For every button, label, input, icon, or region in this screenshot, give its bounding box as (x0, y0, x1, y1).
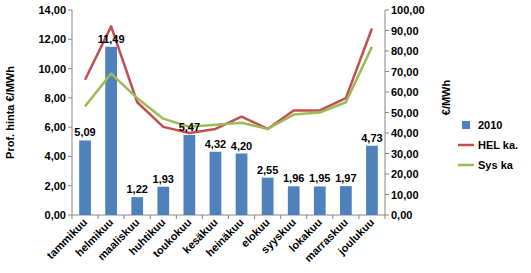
legend-swatch (458, 144, 474, 147)
bar (105, 47, 117, 215)
y-tick (68, 156, 72, 157)
y-tick (68, 127, 72, 128)
plot-marks (79, 26, 378, 215)
legend-label: 2010 (478, 119, 502, 131)
x-tick (98, 215, 99, 219)
y2-tick-label: 80,00 (391, 45, 419, 57)
data-label: 1,93 (153, 173, 174, 185)
chart: 0,00 2,00 4,00 6,00 8,00 10,00 12,00 14,00 0,00 1… (0, 0, 531, 273)
x-tick-label: heinäkuu (203, 216, 246, 259)
y-tick (68, 39, 72, 40)
y2-tick-label: 30,00 (391, 148, 419, 160)
data-label: 1,97 (335, 172, 356, 184)
y-axis (72, 10, 73, 215)
data-label: 1,95 (309, 172, 330, 184)
y2-tick-label: 60,00 (391, 86, 419, 98)
data-label: 4,32 (205, 138, 226, 150)
data-label: 4,20 (231, 140, 252, 152)
y2-tick-label: 50,00 (391, 107, 419, 119)
data-label: 5,09 (74, 126, 95, 138)
x-tick-label: joulukuu (335, 216, 377, 258)
y2-tick (385, 30, 389, 31)
x-tick (280, 215, 281, 219)
y-tick (68, 10, 72, 11)
y-tick (68, 68, 72, 69)
y-axis-title: Prof. hinta €/MWh (4, 66, 16, 159)
bar (366, 146, 378, 215)
y2-axis-title: €/MWh (440, 80, 452, 116)
y2-tick-label: 70,00 (391, 66, 419, 78)
data-label: 11,49 (98, 33, 125, 45)
x-tick (228, 215, 229, 219)
x-tick (150, 215, 151, 219)
y-tick (68, 215, 72, 216)
data-label: 2,55 (257, 164, 278, 176)
y2-tick (385, 71, 389, 72)
y2-tick-label: 40,00 (391, 127, 419, 139)
legend-label: Sys ka (478, 159, 514, 171)
y2-tick-label: 0,00 (391, 209, 412, 221)
x-tick (124, 215, 125, 219)
x-tick (385, 215, 386, 219)
x-tick (306, 215, 307, 219)
line (85, 47, 372, 129)
bar (184, 135, 196, 215)
data-label: 1,22 (126, 183, 147, 195)
y2-tick (385, 153, 389, 154)
y-tick (68, 97, 72, 98)
y-tick-label: 2,00 (45, 180, 66, 192)
bar (157, 187, 169, 215)
bar (288, 186, 300, 215)
y-tick-label: 4,00 (45, 150, 66, 162)
data-label: 4,73 (361, 132, 382, 144)
bar (262, 178, 274, 215)
x-tick (176, 215, 177, 219)
y2-tick-label: 100,00 (391, 4, 425, 16)
y2-tick (385, 92, 389, 93)
data-labels: 5,09 11,49 1,22 1,93 5,47 4,32 4,20 2,55 1,96 1,9… (74, 33, 382, 195)
y2-tick (385, 174, 389, 175)
x-tick (332, 215, 333, 219)
legend-label: HEL ka. (478, 139, 518, 151)
y2-tick (385, 133, 389, 134)
bar (131, 197, 143, 215)
x-tick (254, 215, 255, 219)
y2-tick-label: 90,00 (391, 25, 419, 37)
y-tick-label: 14,00 (38, 4, 66, 16)
y2-tick (385, 51, 389, 52)
y2-tick-label: 20,00 (391, 168, 419, 180)
y-tick-label: 0,00 (45, 209, 66, 221)
legend-swatch (458, 164, 474, 167)
y2-tick (385, 194, 389, 195)
line (85, 26, 372, 133)
bar (236, 154, 248, 216)
y-tick-label: 8,00 (45, 92, 66, 104)
y-tick (68, 185, 72, 186)
y2-tick (385, 215, 389, 216)
bar (340, 186, 352, 215)
data-label: 1,96 (283, 172, 304, 184)
bar (210, 152, 222, 215)
y-tick-label: 10,00 (38, 63, 66, 75)
legend-swatch (462, 121, 470, 129)
bar (314, 186, 326, 215)
data-label: 5,47 (179, 121, 200, 133)
y2-tick (385, 112, 389, 113)
y2-tick (385, 10, 389, 11)
x-tick (72, 215, 73, 219)
x-tick (358, 215, 359, 219)
y2-tick-label: 10,00 (391, 189, 419, 201)
y-tick-label: 12,00 (38, 33, 66, 45)
x-tick (202, 215, 203, 219)
bar (79, 140, 91, 215)
y-tick-label: 6,00 (45, 121, 66, 133)
